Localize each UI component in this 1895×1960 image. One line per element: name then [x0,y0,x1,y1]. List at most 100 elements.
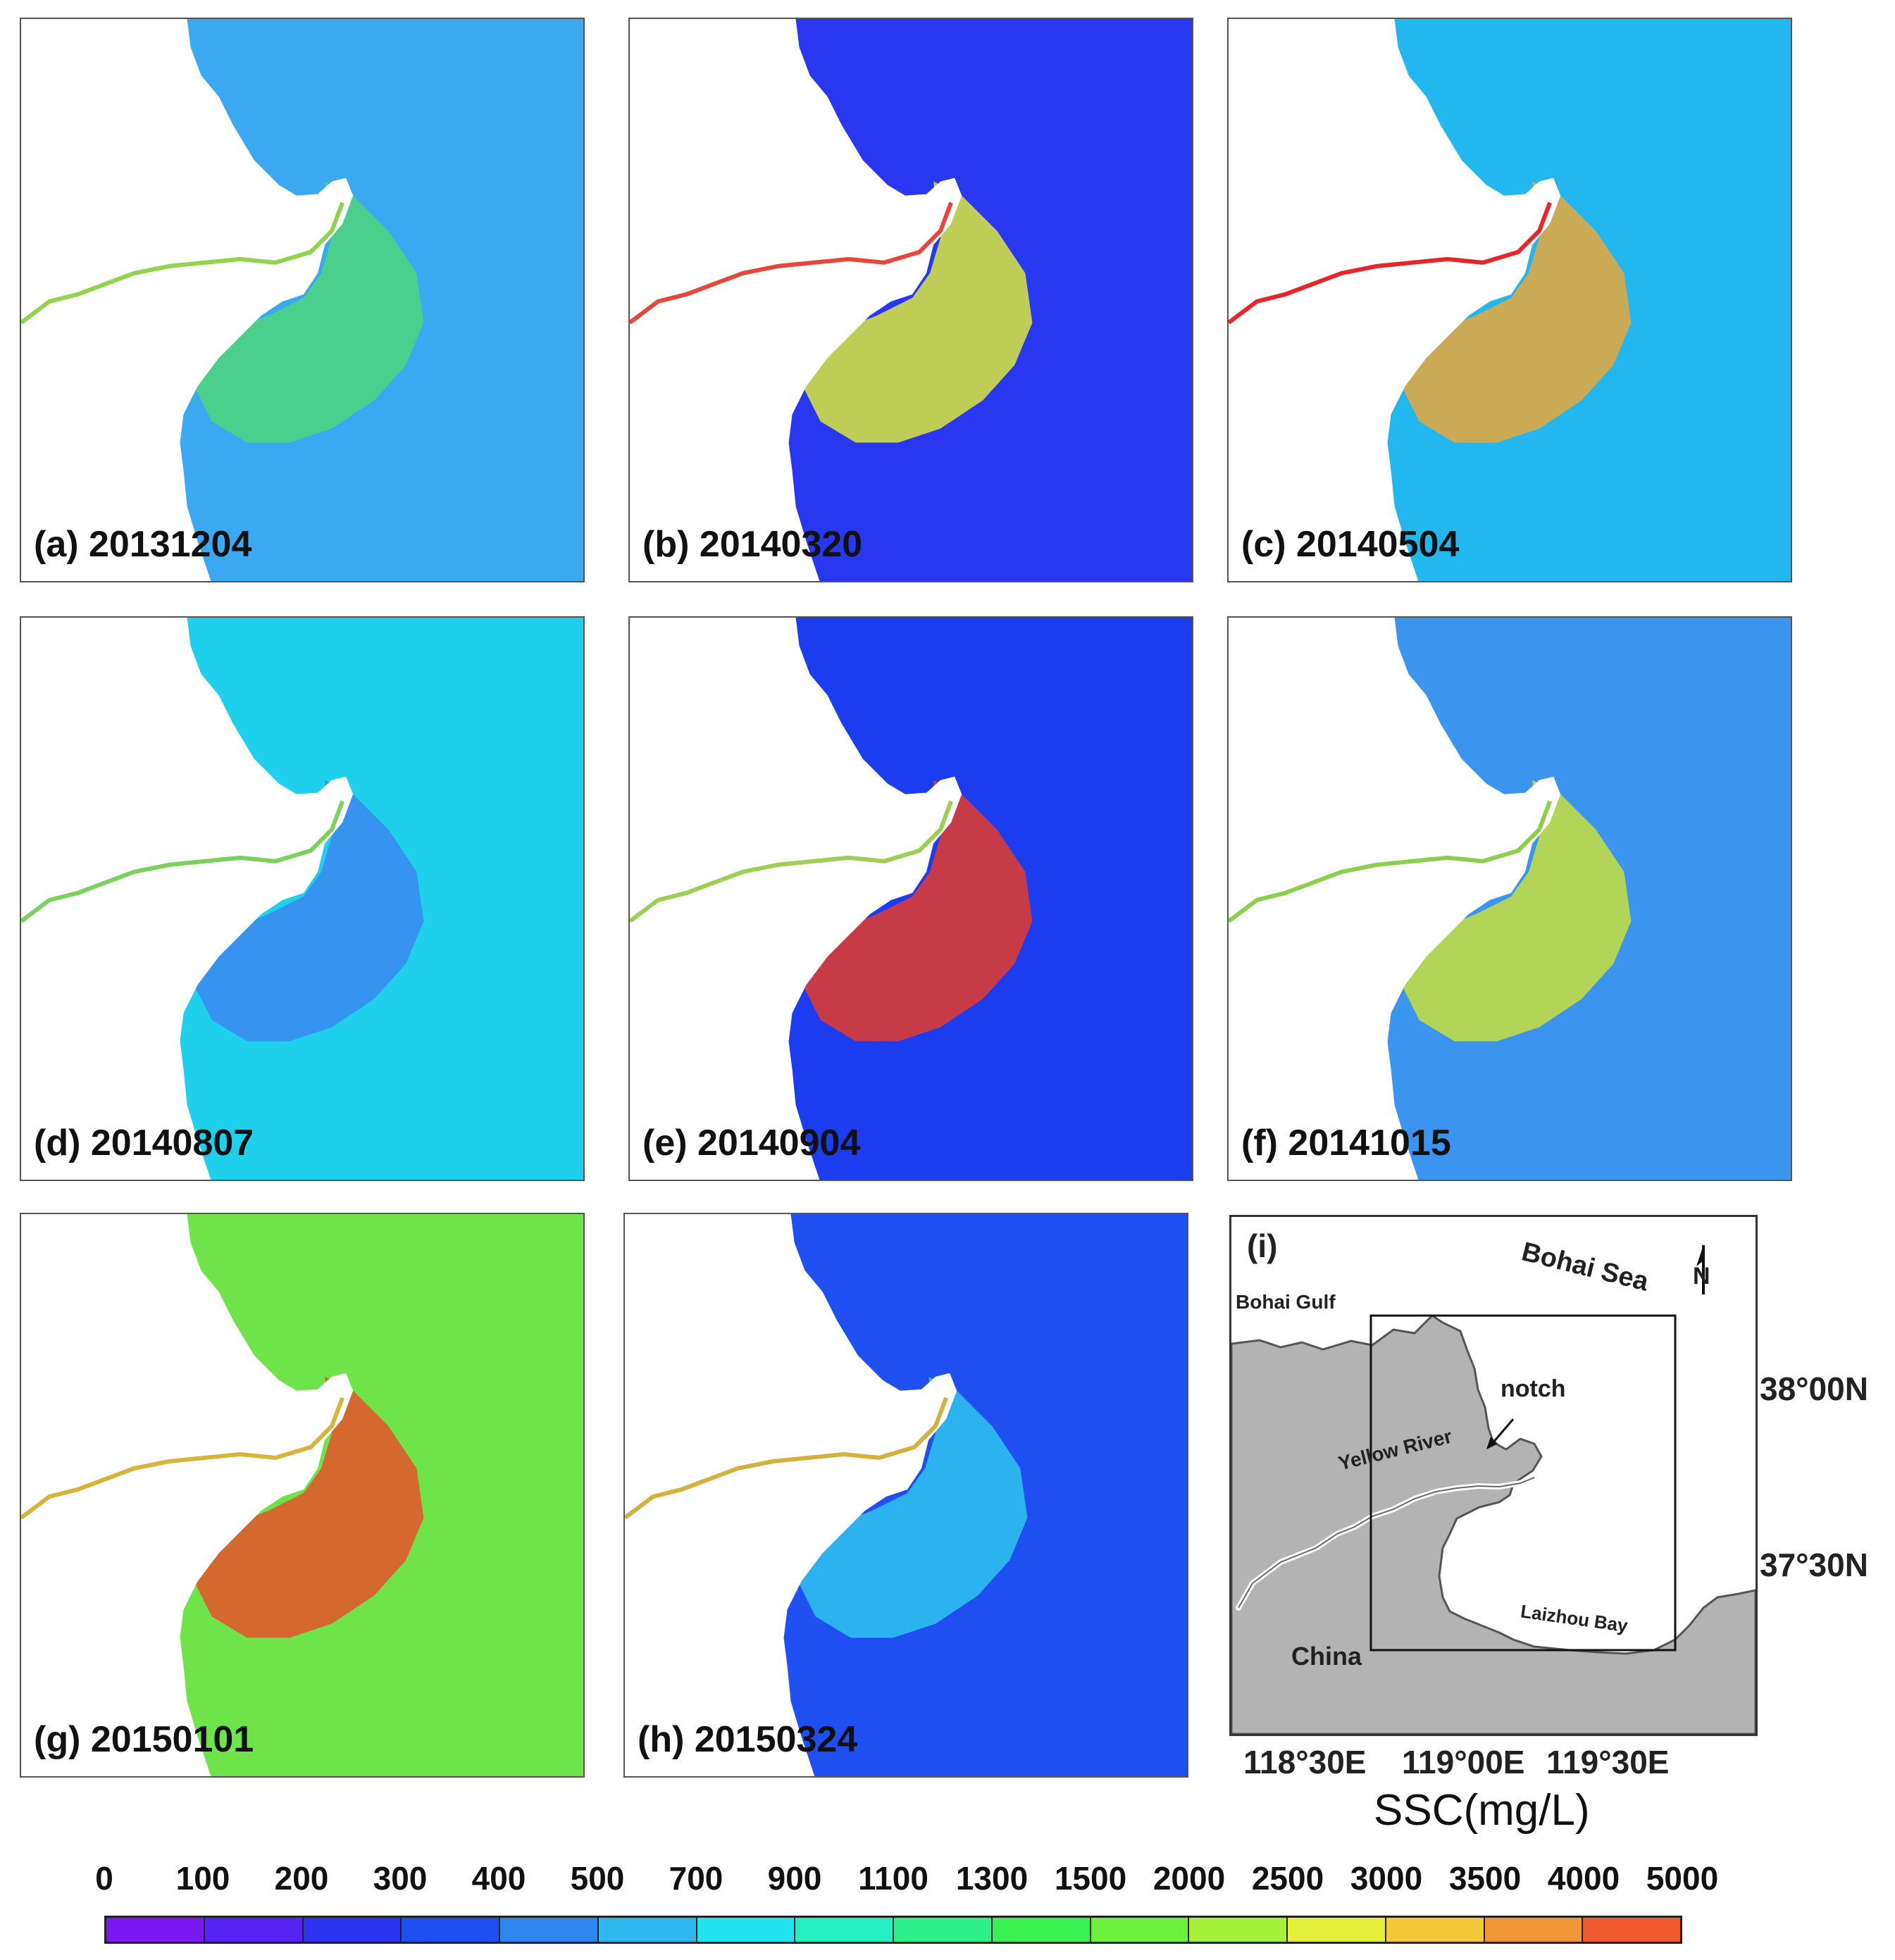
yellow-river [21,800,344,923]
land-area [625,1214,957,1776]
colorbar-value: 4000 [1547,1860,1620,1897]
yellow-river [630,201,953,325]
ssc-map-d [21,618,583,1180]
colorbar-segment [1386,1918,1485,1942]
colorbar-value: 5000 [1646,1860,1719,1897]
colorbar-segment [795,1918,894,1942]
sediment-plume [1401,181,1632,443]
colorbar-value: 3000 [1350,1860,1423,1897]
colorbar-value: 1100 [858,1860,928,1897]
map-panel-b: (b) 20140320 [628,18,1193,582]
map-panel-g: (g) 20150101 [20,1213,585,1778]
sediment-plume [194,1376,424,1638]
panel-label-f: (f) 20141015 [1241,1123,1451,1163]
yellow-river-edge [1238,1477,1535,1609]
map-panel-f: (f) 20141015 [1227,616,1792,1181]
colorbar-segment [598,1918,697,1942]
colorbar-value: 2000 [1152,1860,1226,1897]
panel-label-e: (e) 20140904 [642,1123,861,1163]
colorbar-value: 100 [175,1860,230,1897]
colorbar-value: 2500 [1251,1860,1324,1897]
colorbar-value: 0 [95,1860,113,1897]
colorbar-value: 1500 [1054,1860,1127,1897]
yellow-river [1229,800,1552,923]
colorbar-value: 500 [570,1860,625,1897]
panel-label-c: (c) 20140504 [1241,524,1460,565]
ssc-map-h [625,1214,1187,1776]
ssc-map-a [21,19,583,581]
sediment-plume [797,1376,1028,1638]
colorbar-segment [1288,1918,1386,1942]
location-map-shape [1231,1245,1756,1734]
ssc-map-c [1229,19,1791,581]
colorbar-segment [106,1918,205,1942]
colorbar-segment [992,1918,1091,1942]
colorbar-segment [204,1918,304,1942]
colorbar-title: SSC(mg/L) [1374,1786,1590,1835]
sediment-plume [1401,780,1632,1042]
panel-label-d: (d) 20140807 [34,1123,254,1163]
land-area [21,1214,354,1776]
colorbar-segment [697,1918,796,1942]
colorbar-segment [402,1918,500,1942]
sediment-plume [194,181,424,443]
map-panel-d: (d) 20140807 [20,616,585,1181]
lat-tick-38: 38°00N [1760,1371,1868,1407]
inset-label: (i) [1247,1228,1278,1264]
map-panel-e: (e) 20140904 [628,616,1193,1181]
ssc-map-e [630,618,1192,1180]
lon-tick-11900: 119°00E [1402,1744,1525,1780]
colorbar-value: 300 [373,1860,428,1897]
colorbar-segment [500,1918,599,1942]
land-area [1231,1314,1756,1734]
colorbar-segment [1583,1918,1680,1942]
land-area [21,618,354,1180]
colorbar-segment [303,1918,402,1942]
yellow-river [1229,201,1552,325]
yellow-river [21,1397,344,1520]
yellow-river [21,201,344,325]
colorbar-value: 900 [767,1860,822,1897]
ssc-map-g [21,1214,583,1776]
sediment-plume [802,780,1033,1042]
ssc-map-b [630,19,1192,581]
sediment-plume [802,181,1033,443]
north-symbol: N [1693,1263,1710,1290]
map-panel-a: (a) 20131204 [20,18,585,582]
label-notch: notch [1501,1375,1566,1402]
land-area [630,618,962,1180]
colorbar-value: 200 [274,1860,329,1897]
ssc-map-f [1229,618,1791,1180]
lon-tick-11830: 118°30E [1243,1744,1367,1780]
sediment-plume [194,780,424,1042]
label-china: China [1291,1642,1362,1671]
notch-arrow-shaft [1491,1418,1515,1444]
colorbar-value: 1300 [955,1860,1029,1897]
panel-label-g: (g) 20150101 [34,1719,254,1760]
land-area [21,19,354,581]
yellow-river [630,800,953,923]
colorbar-segment [894,1918,993,1942]
colorbar-value: 700 [669,1860,723,1897]
location-map: (i) Bohai Sea Bohai Gulf notch Yellow Ri… [1229,1215,1758,1736]
lon-tick-11930: 119°30E [1546,1744,1670,1780]
lat-tick-3730: 37°30N [1760,1547,1868,1583]
colorbar [104,1916,1682,1944]
study-area-box [1369,1314,1677,1652]
land-area [630,19,962,581]
land-area [1229,19,1561,581]
label-bohai-gulf: Bohai Gulf [1236,1291,1336,1313]
north-arrow-icon [1696,1245,1705,1294]
panel-label-b: (b) 20140320 [642,524,863,565]
colorbar-value: 400 [471,1860,526,1897]
panel-label-h: (h) 20150324 [638,1719,858,1760]
colorbar-segment [1189,1918,1288,1942]
yellow-river [625,1397,948,1520]
panel-label-a: (a) 20131204 [34,524,252,565]
colorbar-segment [1484,1918,1584,1942]
map-panel-c: (c) 20140504 [1227,18,1792,582]
colorbar-value: 3500 [1448,1860,1522,1897]
land-area [1229,618,1561,1180]
colorbar-segment [1091,1918,1190,1942]
notch-arrow-head [1486,1437,1498,1449]
